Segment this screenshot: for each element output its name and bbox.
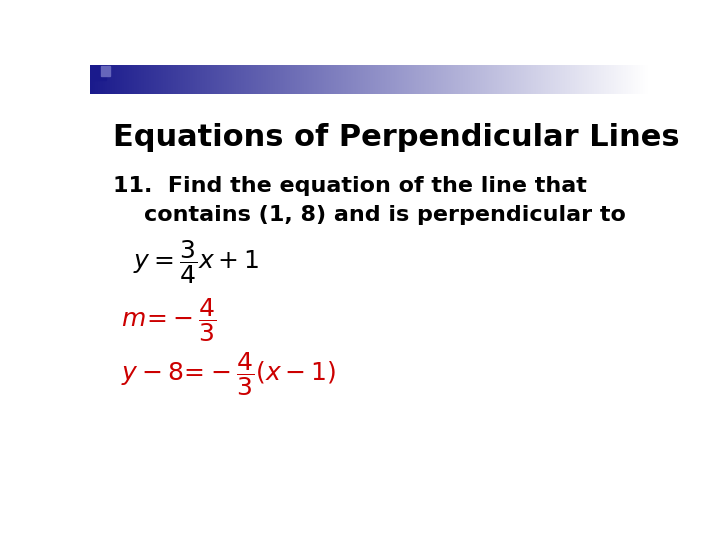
Bar [90,65,106,80]
Text: contains (1, 8) and is perpendicular to: contains (1, 8) and is perpendicular to [113,205,626,225]
Text: $m\!=\!-\dfrac{4}{3}$: $m\!=\!-\dfrac{4}{3}$ [121,296,217,343]
Text: 11.  Find the equation of the line that: 11. Find the equation of the line that [113,177,587,197]
Text: $y=\dfrac{3}{4}x+1$: $y=\dfrac{3}{4}x+1$ [132,238,259,286]
Bar [101,66,110,76]
Text: Equations of Perpendicular Lines: Equations of Perpendicular Lines [113,123,680,152]
Text: $y-8\!=\!-\dfrac{4}{3}(x-1)$: $y-8\!=\!-\dfrac{4}{3}(x-1)$ [121,350,336,397]
